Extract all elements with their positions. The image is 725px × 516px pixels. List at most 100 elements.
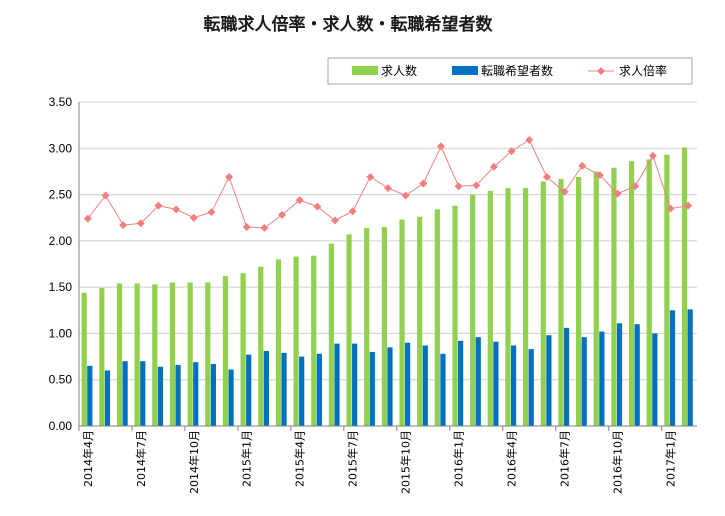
ratio-point [207, 208, 216, 217]
bar-jobs [240, 273, 246, 426]
bar-jobs [593, 171, 599, 426]
bar-seekers [616, 323, 623, 426]
bar-jobs [681, 147, 688, 427]
bar-seekers [493, 341, 499, 426]
bar-jobs [99, 288, 105, 426]
bar-jobs [487, 190, 493, 426]
bar-jobs [434, 209, 440, 426]
bar-jobs [417, 216, 423, 426]
bar-jobs [187, 282, 193, 426]
ratio-point [525, 135, 534, 144]
series-ratio [83, 135, 693, 232]
legend-swatch-ratio-marker [597, 67, 605, 75]
bar-seekers [352, 343, 358, 426]
ratio-point [489, 162, 498, 171]
ratio-point [419, 179, 428, 188]
bar-jobs [293, 256, 299, 426]
bar-seekers [175, 364, 181, 426]
bar-jobs [152, 284, 158, 426]
bar-jobs [81, 292, 87, 426]
axes [78, 102, 697, 431]
bar-seekers [687, 309, 693, 426]
bar-jobs [628, 161, 635, 426]
bar-jobs [311, 255, 317, 426]
ratio-point [542, 172, 551, 181]
ratio-point [331, 216, 340, 225]
y-tick-label: 0.50 [49, 373, 73, 387]
y-tick-label: 2.00 [49, 234, 73, 248]
y-tick-label: 2.50 [49, 188, 73, 202]
ratio-point [595, 171, 604, 180]
x-tick-label: 2014年10月 [187, 430, 201, 494]
bar-seekers [122, 361, 128, 426]
y-tick-label: 1.00 [49, 326, 73, 340]
chart-title: 転職求人倍率・求人数・転職希望者数 [204, 14, 494, 35]
bar-seekers [422, 345, 428, 426]
bar-jobs [346, 234, 352, 426]
y-tick-label: 3.50 [49, 95, 73, 109]
bar-jobs [364, 227, 370, 426]
ratio-point [366, 172, 375, 181]
ratio-point [648, 151, 657, 160]
ratio-point [560, 187, 569, 196]
x-tick-label: 2014年4月 [81, 430, 95, 487]
x-tick-label: 2015年1月 [240, 430, 254, 487]
bar-jobs [523, 188, 529, 426]
x-tick-label: 2015年10月 [399, 430, 413, 494]
bar-seekers [104, 370, 111, 426]
legend-swatch-seekers [452, 66, 478, 75]
x-tick-label: 2015年4月 [293, 430, 307, 487]
bar-seekers [405, 342, 411, 426]
ratio-point [101, 191, 110, 200]
ratio-point [225, 172, 234, 181]
bar-jobs [558, 178, 564, 426]
bar-seekers [634, 324, 640, 426]
bar-seekers [563, 327, 570, 426]
bar-seekers [87, 365, 93, 426]
ratio-point [242, 222, 251, 231]
bar-jobs [470, 194, 476, 426]
ratio-point [507, 147, 516, 156]
bar-jobs [505, 188, 511, 426]
ratio-point [83, 214, 92, 223]
y-tick-label: 3.00 [49, 141, 73, 155]
bar-seekers [510, 345, 517, 426]
bar-seekers [669, 310, 676, 426]
bar-seekers [334, 343, 340, 426]
bar-jobs [381, 226, 387, 426]
bar-jobs [169, 282, 176, 426]
bar-seekers [599, 331, 605, 426]
x-tick-label: 2016年1月 [452, 430, 466, 487]
x-tick-label: 2016年10月 [611, 430, 625, 494]
bar-seekers [440, 353, 446, 426]
x-tick-label: 2016年7月 [558, 430, 572, 487]
x-tick-label: 2016年4月 [505, 430, 519, 487]
bar-seekers [387, 347, 393, 426]
bar-seekers [581, 337, 587, 426]
bar-seekers [369, 351, 375, 426]
y-tick-label: 0.00 [49, 419, 73, 433]
ratio-point [119, 221, 128, 230]
ratio-point [578, 161, 587, 170]
ratio-point [401, 191, 410, 200]
bar-seekers [652, 333, 658, 426]
bar-seekers [157, 366, 164, 426]
bar-jobs [540, 181, 546, 426]
ratio-point [384, 184, 392, 193]
series-seekers [87, 309, 693, 426]
bar-seekers [246, 354, 252, 426]
ratio-point [631, 182, 640, 191]
bar-jobs [576, 176, 582, 426]
bar-jobs [664, 154, 670, 426]
bar-jobs [399, 219, 405, 426]
bar-seekers [210, 363, 216, 426]
bar-seekers [299, 356, 305, 426]
bar-seekers [316, 353, 322, 426]
ratio-point [278, 210, 287, 219]
ratio-point [136, 219, 145, 228]
bar-jobs [116, 283, 123, 426]
ratio-point [436, 142, 445, 151]
ratio-point [684, 201, 693, 210]
legend-box [327, 57, 693, 85]
ratio-point [348, 207, 357, 216]
